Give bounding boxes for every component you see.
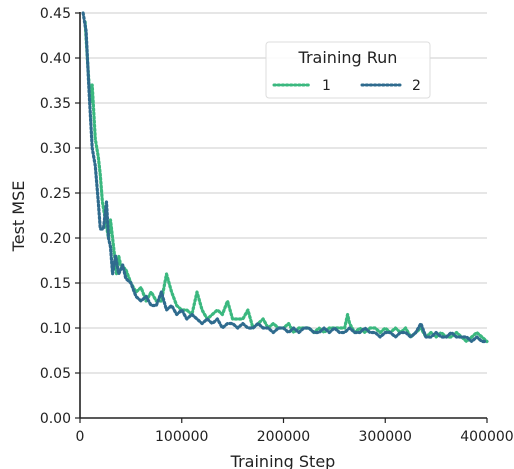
x-tick-label: 200000	[257, 429, 310, 445]
x-tick-label: 300000	[359, 429, 412, 445]
legend: Training Run 1 2	[265, 41, 431, 99]
y-tick-label: 0.00	[40, 411, 71, 427]
x-tick-label: 0	[76, 429, 85, 445]
series-line-run-2	[81, 11, 489, 344]
y-tick-label: 0.20	[40, 231, 71, 247]
legend-title: Training Run	[298, 48, 398, 67]
series-lines	[81, 11, 489, 344]
x-tick-label: 400000	[460, 429, 513, 445]
gridlines	[80, 12, 487, 374]
x-tick-label: 100000	[155, 429, 208, 445]
legend-label-run-1: 1	[322, 78, 331, 94]
y-axis-ticks: 0.00 0.05 0.10 0.15 0.20 0.25 0.30 0.35 0.40 0.45	[40, 6, 80, 427]
y-tick-label: 0.10	[40, 321, 71, 337]
y-tick-label: 0.40	[40, 51, 71, 67]
y-tick-label: 0.15	[40, 276, 71, 292]
x-axis-title: Training Step	[230, 452, 336, 469]
legend-label-run-2: 2	[412, 78, 421, 94]
y-tick-label: 0.25	[40, 186, 71, 202]
y-tick-label: 0.35	[40, 96, 71, 112]
y-tick-label: 0.45	[40, 6, 71, 22]
x-axis-ticks: 0 100000 200000 300000 400000	[76, 418, 514, 445]
y-axis-title: Test MSE	[9, 181, 28, 253]
y-tick-label: 0.30	[40, 141, 71, 157]
y-tick-label: 0.05	[40, 366, 71, 382]
